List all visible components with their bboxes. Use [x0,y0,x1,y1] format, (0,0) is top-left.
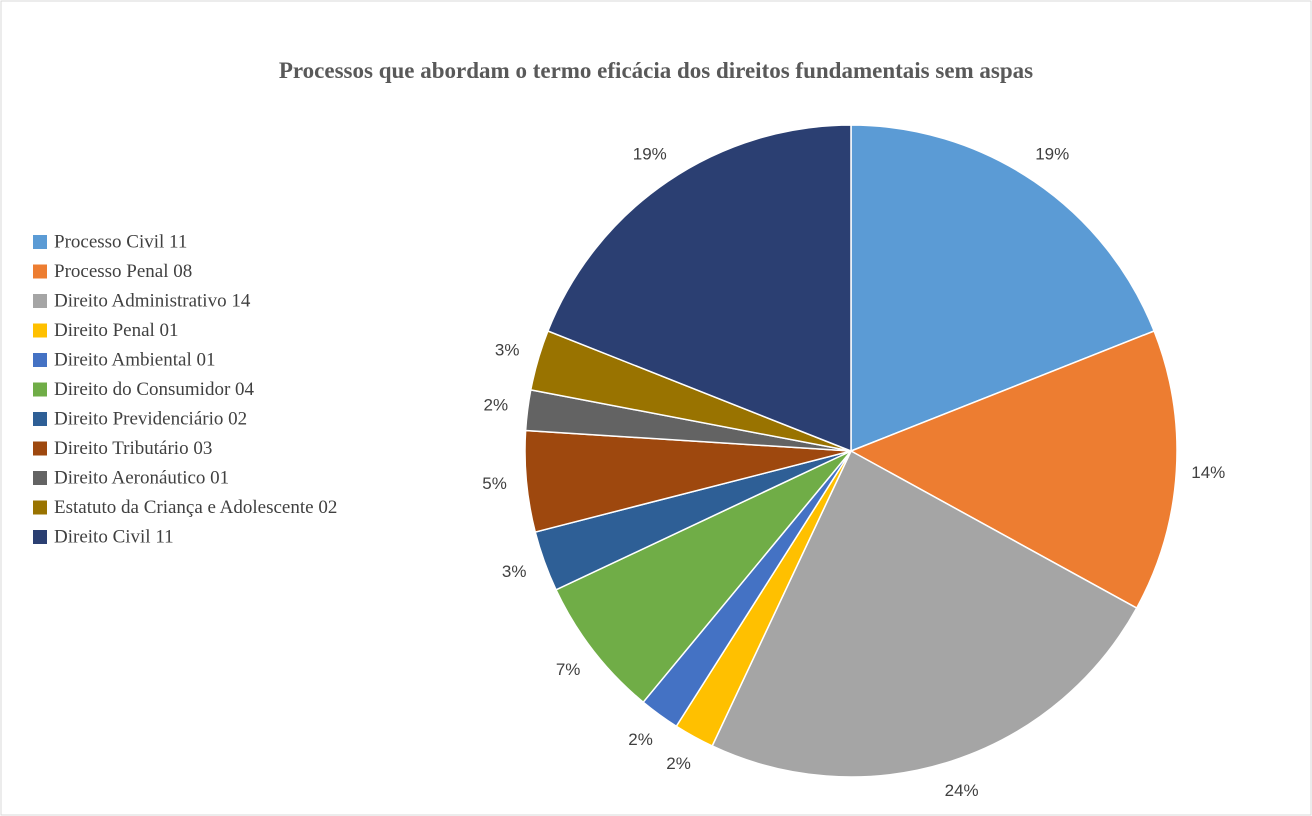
legend-label: Processo Penal 08 [54,261,192,282]
legend-label: Direito Penal 01 [54,320,179,341]
data-label: 5% [482,474,507,493]
legend-label: Processo Civil 11 [54,231,187,252]
data-label: 7% [556,660,581,679]
data-label: 19% [633,144,667,163]
legend-swatch [33,500,47,515]
legend-swatch [33,412,47,426]
legend-label: Estatuto da Criança e Adolescente 02 [54,497,337,518]
legend-swatch [33,382,47,397]
pie-slice [546,124,852,453]
legend-swatch [33,323,47,338]
legend-swatch [33,235,47,249]
legend-label: Direito Civil 11 [54,526,174,547]
legend-swatch [33,264,47,279]
legend-label: Direito Tributário 03 [54,438,212,459]
pie-slice [850,124,1156,453]
legend-swatch [33,441,47,456]
data-label: 2% [666,754,691,773]
data-label: 19% [1035,144,1069,163]
data-label: 14% [1191,463,1225,482]
legend-label: Direito Administrativo 14 [54,290,251,311]
data-label: 24% [945,781,979,800]
legend-label: Direito Aeronáutico 01 [54,467,229,488]
data-label: 2% [484,396,509,415]
pie-slice [555,450,852,704]
pie-slice [711,449,1138,778]
data-label: 3% [502,562,527,581]
legend-swatch [33,294,47,308]
legend-swatch [33,353,47,367]
data-label: 3% [495,341,520,360]
legend-label: Direito Previdenciário 02 [54,408,247,429]
legend-swatch [33,530,47,544]
legend-swatch [33,471,47,485]
legend-label: Direito Ambiental 01 [54,349,215,370]
data-label: 2% [628,730,653,749]
chart-title: Processos que abordam o termo eficácia d… [279,58,1033,83]
pie-slice [849,330,1178,610]
legend-label: Direito do Consumidor 04 [54,379,255,400]
